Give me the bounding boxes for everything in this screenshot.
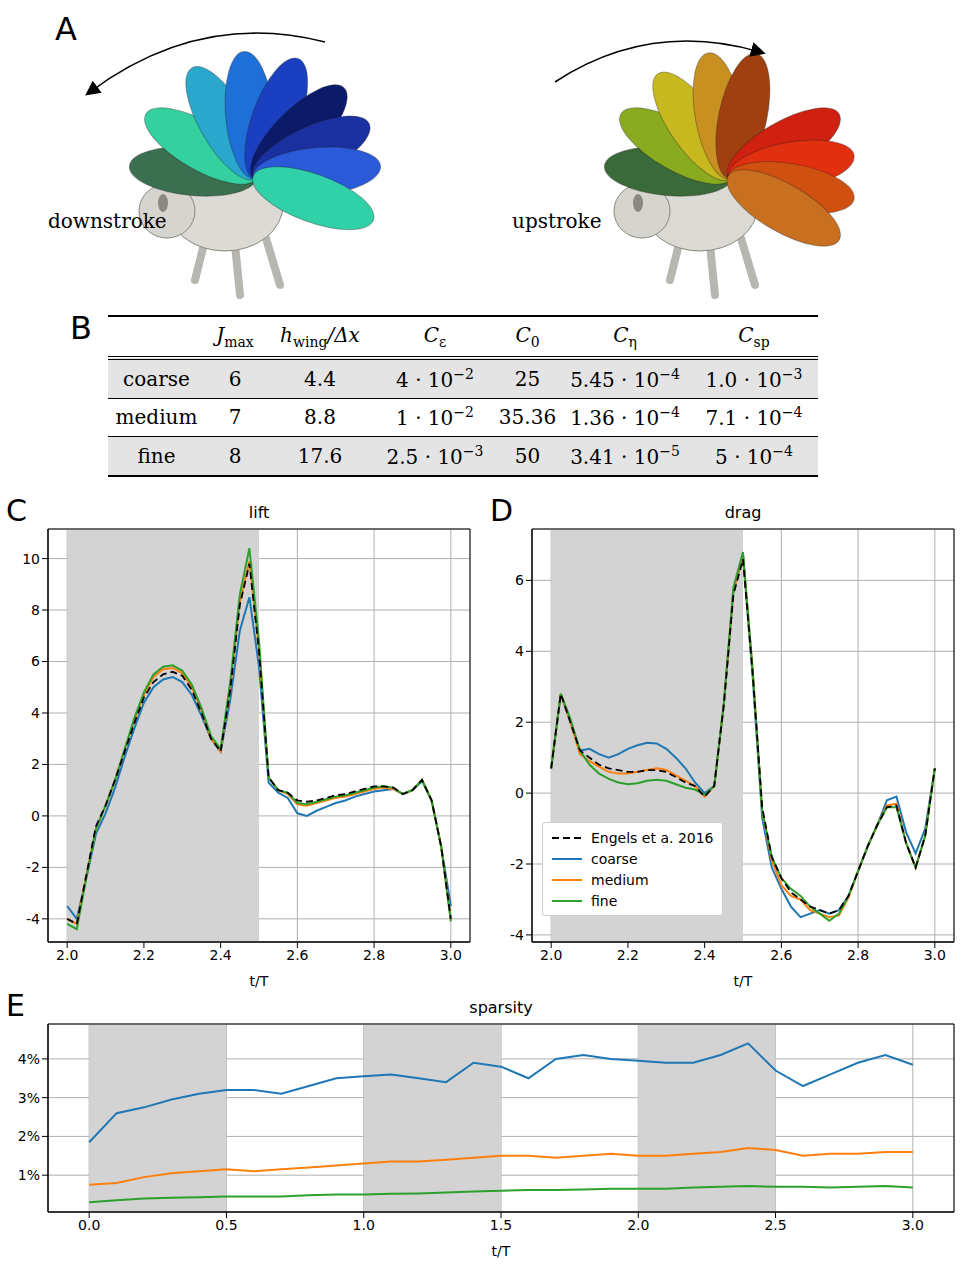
html-text:1 · 10−2: 1 · 10−2 [396,404,474,431]
svg-text:2.2: 2.2 [617,947,639,963]
svg-text:2.0: 2.0 [540,947,562,963]
html-text:coarse: coarse [591,850,638,867]
svg-text:8: 8 [31,602,40,618]
html-text:35.36: 35.36 [498,405,557,430]
svg-text:4%: 4% [18,1051,40,1067]
svg-text:2.5: 2.5 [764,1217,786,1233]
html-text:6: 6 [228,366,242,391]
svg-text:-2: -2 [26,859,40,875]
svg-text:2.0: 2.0 [627,1217,649,1233]
svg-text:2: 2 [31,756,40,772]
svg-text:1.5: 1.5 [490,1217,512,1233]
svg-text:t/T: t/T [250,973,269,989]
html-text:D: D [490,493,514,528]
svg-text:2.6: 2.6 [286,947,308,963]
html-text:C: C [6,493,27,528]
html-text:medium: medium [591,871,649,888]
svg-text:2: 2 [515,714,524,730]
svg-text:3.0: 3.0 [440,947,462,963]
html-text:C0: C0 [515,323,540,350]
html-text:2.5 · 10−3: 2.5 · 10−3 [386,443,484,469]
svg-text:0: 0 [31,808,40,824]
html-text:B: B [70,309,92,347]
svg-text:10: 10 [22,551,40,567]
html-text:7.1 · 10−4: 7.1 · 10−4 [705,404,803,431]
svg-text:1%: 1% [18,1167,40,1183]
html-text:1.0 · 10−3: 1.0 · 10−3 [705,366,803,392]
html-text:8.8: 8.8 [304,405,336,430]
svg-text:6: 6 [31,653,40,669]
svg-text:4: 4 [515,643,524,659]
svg-text:-2: -2 [510,856,524,872]
svg-text:0.0: 0.0 [78,1217,100,1233]
html-text:50: 50 [514,444,541,469]
html-text:4.4: 4.4 [304,366,336,391]
svg-text:2.6: 2.6 [770,947,792,963]
svg-text:3%: 3% [18,1090,40,1106]
html-text:lift: lift [248,503,270,522]
html-text:Cε: Cε [423,323,447,350]
html-text:sparsity: sparsity [469,998,533,1017]
html-text:coarse: coarse [123,366,190,391]
svg-text:-4: -4 [510,927,524,943]
html-text:Cη: Cη [613,323,637,350]
html-text:4 · 10−2: 4 · 10−2 [396,366,474,392]
svg-text:2.2: 2.2 [133,947,155,963]
html-text:3.41 · 10−5: 3.41 · 10−5 [570,443,680,469]
html-text:Jmax: Jmax [216,323,254,350]
svg-text:t/T: t/T [492,1243,511,1259]
svg-text:2.4: 2.4 [210,947,232,963]
svg-text:t/T: t/T [734,973,753,989]
svg-text:-4: -4 [26,911,40,927]
html-text:17.6: 17.6 [297,444,343,469]
svg-text:3.0: 3.0 [902,1217,924,1233]
html-text:5.45 · 10−4: 5.45 · 10−4 [570,366,680,392]
html-text:1.36 · 10−4: 1.36 · 10−4 [570,404,680,431]
svg-text:4: 4 [31,705,40,721]
svg-text:2%: 2% [18,1128,40,1144]
svg-text:upstroke: upstroke [512,209,602,233]
svg-text:2.4: 2.4 [694,947,716,963]
svg-text:A: A [55,10,77,48]
html-text:7: 7 [228,405,242,430]
html-text:fine: fine [137,444,176,469]
html-text:drag: drag [724,503,762,522]
svg-text:2.8: 2.8 [847,947,869,963]
svg-text:1.0: 1.0 [353,1217,375,1233]
html-text:8: 8 [228,444,242,469]
html-text:Csp: Csp [738,323,770,350]
html-text:medium: medium [115,405,198,430]
svg-text:3.0: 3.0 [924,947,946,963]
html-text:fine: fine [591,892,618,909]
svg-text:6: 6 [515,572,524,588]
html-text:Engels et a. 2016: Engels et a. 2016 [591,829,714,846]
html-text:E: E [6,988,25,1023]
html-text:hwing/Δx: hwing/Δx [280,323,360,350]
svg-text:0.5: 0.5 [215,1217,237,1233]
svg-text:downstroke: downstroke [48,209,167,233]
svg-text:2.0: 2.0 [56,947,78,963]
html-text:5 · 10−4: 5 · 10−4 [715,443,793,469]
svg-text:2.8: 2.8 [363,947,385,963]
html-text:25: 25 [514,366,541,391]
svg-text:0: 0 [515,785,524,801]
